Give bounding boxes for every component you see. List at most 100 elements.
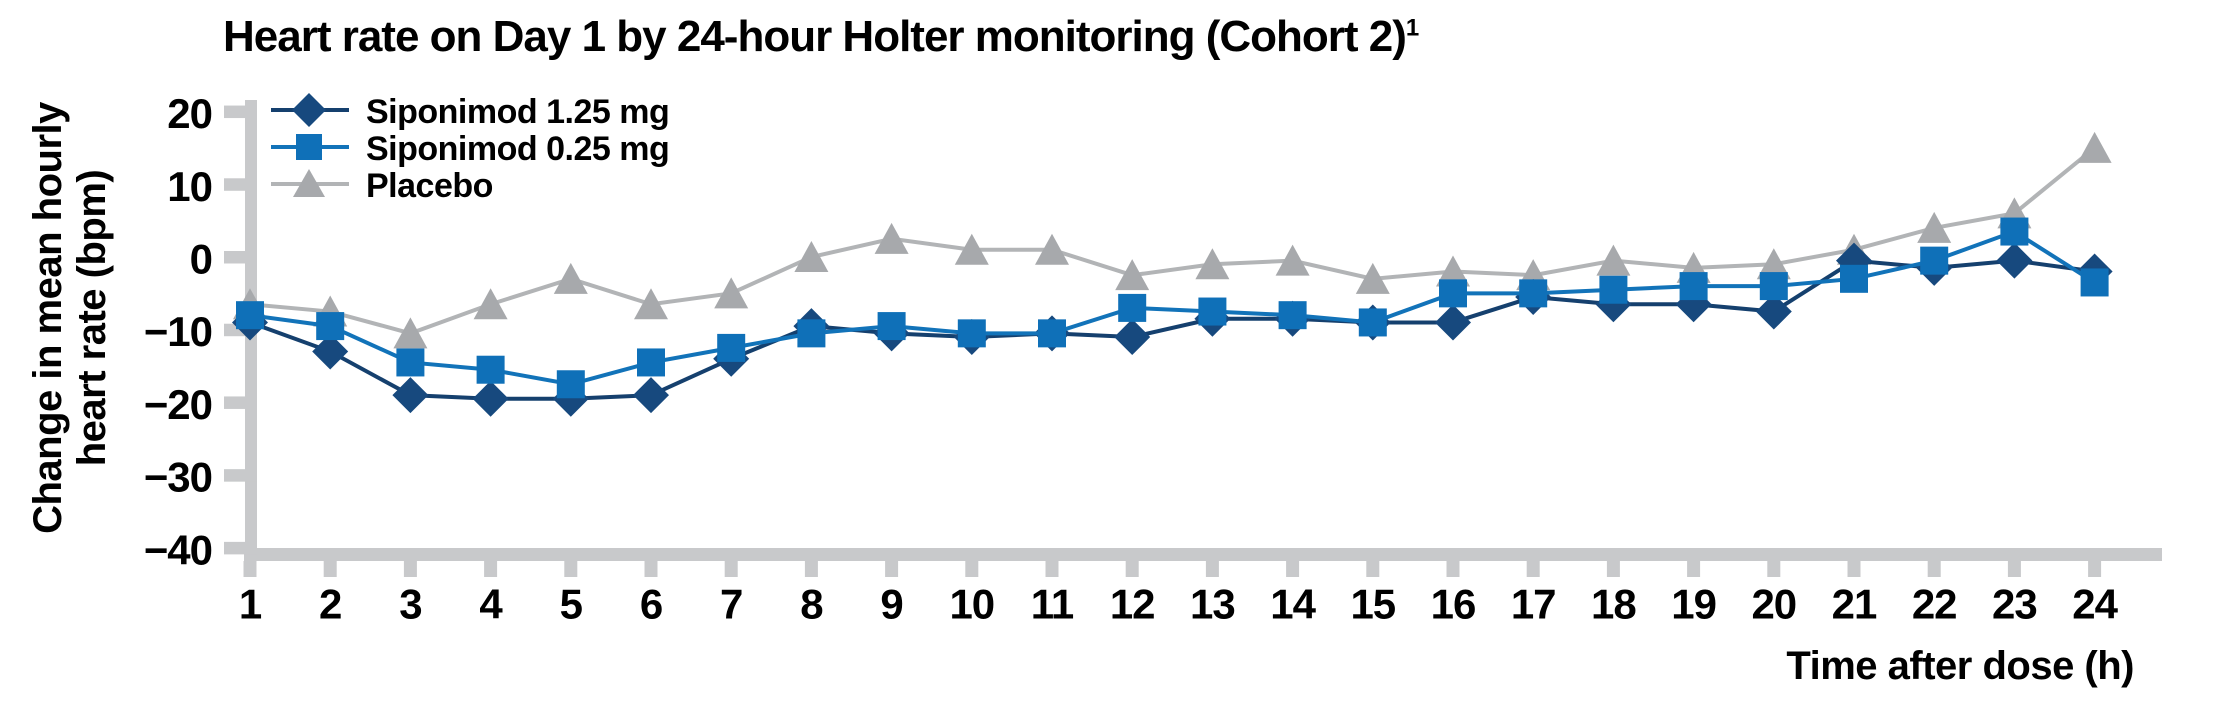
x-tick <box>1446 561 1460 577</box>
x-tick <box>1606 561 1620 577</box>
x-tick <box>1767 561 1781 577</box>
x-tick <box>1366 561 1380 577</box>
placebo-triangle-marker <box>794 241 829 272</box>
siponimod-0-25-mg-square-marker <box>1198 297 1227 326</box>
y-axis-title-line: Change in mean hourly <box>26 101 70 534</box>
x-tick-label: 16 <box>1431 581 1476 628</box>
placebo-triangle-marker <box>714 277 749 309</box>
x-tick-label: 20 <box>1751 581 1796 628</box>
siponimod-1-25-mg-diamond-marker <box>472 380 509 417</box>
placebo-triangle-marker <box>473 288 508 320</box>
chart-title-text: Heart rate on Day 1 by 24-hour Holter mo… <box>223 12 1407 61</box>
x-tick-label: 2 <box>319 581 341 628</box>
siponimod-0-25-mg-square-marker <box>1439 279 1467 308</box>
placebo-triangle-marker <box>1436 255 1470 287</box>
x-tick-label: 8 <box>800 581 823 628</box>
x-tick <box>243 561 257 577</box>
placebo-triangle-marker <box>1115 259 1150 291</box>
siponimod-0-25-mg-square-marker <box>2000 217 2029 246</box>
siponimod-0-25-mg-square-marker <box>236 301 264 330</box>
x-tick <box>1927 561 1941 577</box>
x-tick <box>1687 561 1701 577</box>
x-tick-label: 12 <box>1110 581 1155 628</box>
legend-triangle-marker <box>293 169 325 197</box>
siponimod-1-25-mg-diamond-marker <box>633 377 669 414</box>
title-footnote-marker: 1 <box>1405 14 1420 42</box>
siponimod-1-25-mg-diamond-marker <box>312 333 349 370</box>
siponimod-0-25-mg-square-marker <box>316 312 345 341</box>
x-tick-label: 18 <box>1591 581 1636 628</box>
placebo-triangle-marker <box>1596 244 1631 276</box>
x-tick <box>724 561 738 577</box>
siponimod-1-25-mg-diamond-marker <box>1996 242 2033 279</box>
y-tick <box>224 541 257 555</box>
x-tick <box>885 561 899 577</box>
y-tick-label: 0 <box>190 236 212 283</box>
legend-item-siponimod-1-25-mg: Siponimod 1.25 mg <box>271 93 670 131</box>
series-line-placebo <box>249 146 2096 336</box>
placebo-triangle-marker <box>1195 248 1230 280</box>
x-tick-label: 19 <box>1671 581 1716 628</box>
x-tick <box>1526 561 1540 577</box>
siponimod-0-25-mg-square-marker <box>1278 301 1307 330</box>
x-tick <box>965 561 979 577</box>
x-tick <box>403 561 417 577</box>
siponimod-0-25-mg-square-marker <box>1679 272 1708 301</box>
legend-diamond-marker <box>292 93 326 127</box>
siponimod-0-25-mg-square-marker <box>1599 275 1628 304</box>
y-tick <box>224 469 257 482</box>
siponimod-1-25-mg-diamond-marker <box>1114 318 1151 355</box>
x-tick <box>1847 561 1861 577</box>
x-tick-label: 4 <box>479 581 503 628</box>
legend-label: Siponimod 0.25 mg <box>366 130 669 168</box>
siponimod-0-25-mg-square-marker <box>396 348 425 377</box>
x-tick <box>804 561 818 577</box>
x-tick <box>1286 561 1300 577</box>
siponimod-1-25-mg-diamond-marker <box>1755 293 1792 330</box>
x-tick-label: 5 <box>560 581 583 628</box>
legend-label: Siponimod 1.25 mg <box>366 93 669 131</box>
placebo-triangle-marker <box>1355 262 1390 294</box>
placebo-triangle-marker <box>1275 244 1310 276</box>
x-tick-label: 3 <box>399 581 421 628</box>
x-tick-label: 6 <box>640 581 662 628</box>
placebo-triangle-marker <box>634 288 668 320</box>
y-tick-label: −30 <box>144 454 212 501</box>
siponimod-0-25-mg-square-marker <box>1519 279 1548 308</box>
placebo-triangle-marker <box>874 222 909 254</box>
x-tick <box>644 561 658 577</box>
y-axis-title-line: heart rate (bpm) <box>70 170 114 467</box>
legend-label: Placebo <box>366 167 493 205</box>
chart-title: Heart rate on Day 1 by 24-hour Holter mo… <box>223 12 1420 61</box>
y-tick <box>224 178 257 191</box>
siponimod-0-25-mg-square-marker <box>556 370 585 399</box>
x-tick-label: 7 <box>720 581 742 628</box>
y-tick-label: 20 <box>167 90 212 137</box>
placebo-triangle-marker <box>954 233 989 265</box>
x-axis-title: Time after dose (h) <box>1786 644 2134 688</box>
x-tick-label: 17 <box>1511 581 1556 628</box>
y-tick-label: 10 <box>167 163 212 210</box>
x-tick-label: 15 <box>1350 581 1395 628</box>
siponimod-0-25-mg-square-marker <box>2080 268 2109 297</box>
siponimod-0-25-mg-square-marker <box>797 319 826 348</box>
placebo-triangle-marker <box>393 317 428 349</box>
x-tick-label: 24 <box>2072 581 2118 628</box>
siponimod-0-25-mg-square-marker <box>1358 308 1387 337</box>
x-tick-label: 21 <box>1832 581 1877 628</box>
siponimod-0-25-mg-square-marker <box>1118 293 1147 322</box>
legend-item-placebo: Placebo <box>271 167 493 205</box>
y-tick <box>224 105 257 119</box>
x-tick-label: 22 <box>1912 581 1957 628</box>
siponimod-1-25-mg-diamond-marker <box>1435 304 1471 341</box>
siponimod-0-25-mg-square-marker <box>637 348 665 377</box>
siponimod-0-25-mg-square-marker <box>476 355 505 384</box>
y-tick <box>224 396 257 409</box>
x-tick <box>323 561 337 577</box>
y-tick-label: −10 <box>144 308 212 355</box>
siponimod-0-25-mg-square-marker <box>1759 272 1788 301</box>
placebo-triangle-marker <box>1917 211 1952 243</box>
x-tick-label: 11 <box>1031 581 1074 628</box>
x-tick-label: 23 <box>1992 581 2037 628</box>
x-tick-label: 10 <box>949 581 994 628</box>
